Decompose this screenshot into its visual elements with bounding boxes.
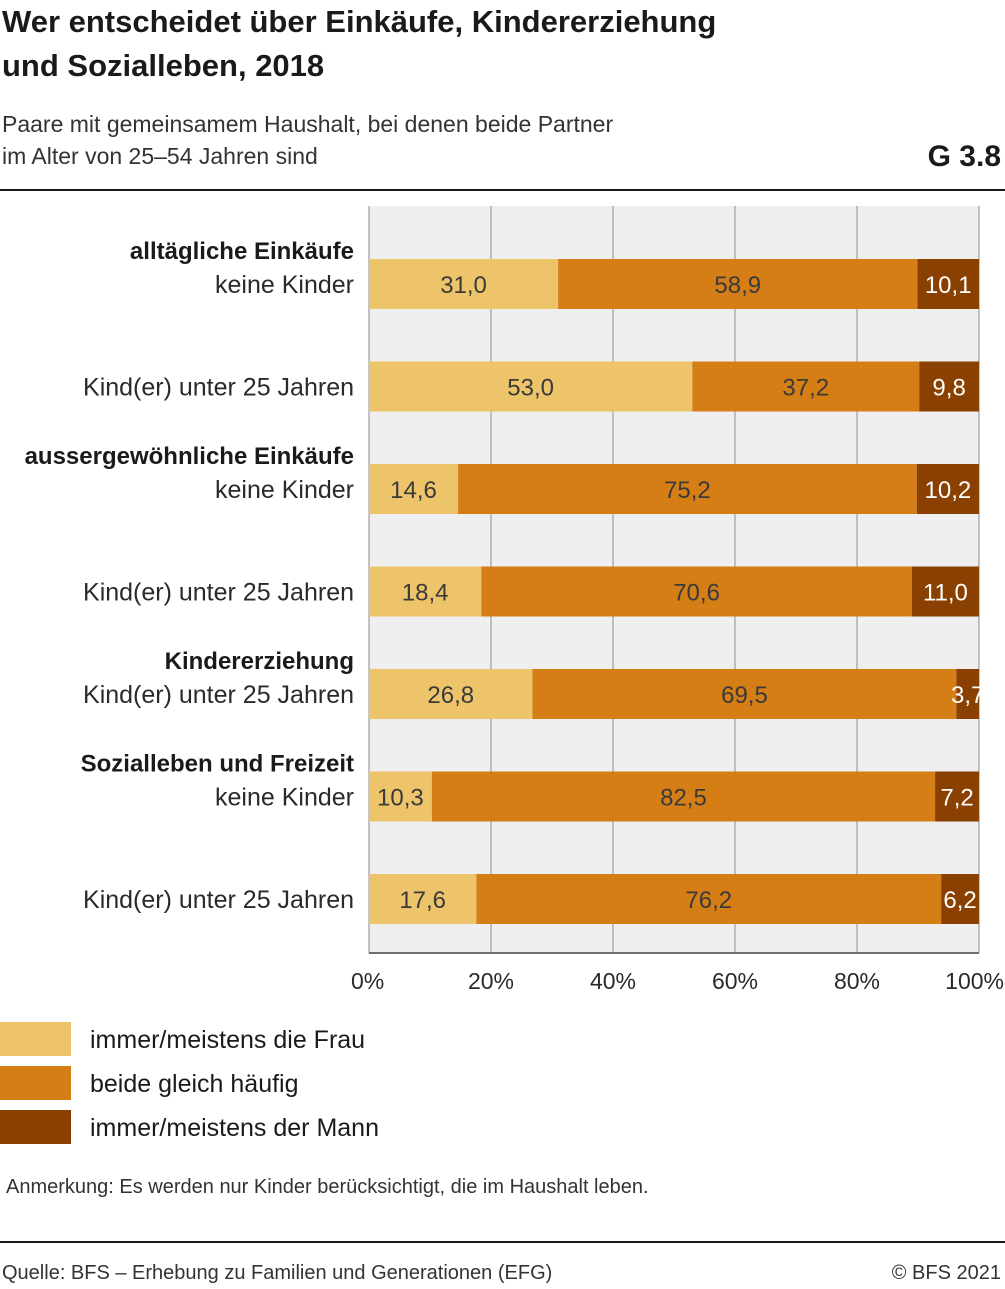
copyright-text: © BFS 2021 [891,1262,1001,1284]
bar-segment [917,259,979,309]
legend-swatch [0,1022,71,1056]
data-label: 75,2 [664,477,711,504]
data-label: 26,8 [427,682,474,709]
bar-segment [458,464,917,514]
bar-segment [941,874,979,924]
bar-segment [532,669,957,719]
chart-title: Wer entscheidet über Einkäufe, Kindererz… [2,0,902,88]
x-tick-label: 80% [834,968,880,994]
category-group-label: aussergewöhnliche Einkäufe [25,443,354,470]
bar-segment [369,771,432,822]
legend-label: beide gleich häufig [90,1070,299,1098]
data-label: 10,2 [925,477,972,504]
data-label: 53,0 [507,375,554,402]
bar-segment [369,874,477,924]
data-label: 58,9 [714,272,761,299]
data-label: 14,6 [390,477,437,504]
data-label: 70,6 [673,580,720,607]
category-label: Kind(er) unter 25 Jahren [83,681,354,709]
subtitle-line-1: Paare mit gemeinsamem Haushalt, bei dene… [2,111,614,137]
bar-segment [369,259,559,309]
source-text: Quelle: BFS – Erhebung zu Familien und G… [2,1262,553,1284]
category-label: Kind(er) unter 25 Jahren [83,579,354,607]
category-label: Kind(er) unter 25 Jahren [83,886,354,914]
category-label: keine Kinder [215,784,354,812]
bar-segment [919,361,979,412]
stacked-bar-chart: 0% 20% 40% 60% 80% 100% alltägliche Einkäufe ke… [25,206,1004,994]
category-label: keine Kinder [215,271,354,299]
bar-segment [369,464,459,514]
x-tick-label: 0% [351,968,384,994]
category-label: keine Kinder [215,476,354,504]
data-label: 3,7 [951,682,984,709]
title-line-1: Wer entscheidet über Einkäufe, Kindererz… [2,4,717,39]
top-divider [0,189,1005,191]
graphic-number: G 3.8 [927,140,1001,173]
data-label: 82,5 [660,785,707,812]
bar-segment [935,771,979,822]
bar-segment [431,771,936,822]
chart-subtitle: Paare mit gemeinsamem Haushalt, bei dene… [2,108,762,172]
bar-segment [476,874,942,924]
footnote: Anmerkung: Es werden nur Kinder berücksi… [6,1176,649,1198]
title-line-2: und Sozialleben, 2018 [2,48,325,83]
bar-segment [369,566,482,617]
bar-segment [481,566,912,617]
bar-segment [916,464,979,514]
legend-swatch [0,1066,71,1100]
bottom-divider [0,1241,1005,1243]
x-tick-label: 20% [468,968,514,994]
bar-segment [692,361,920,412]
subtitle-line-2: im Alter von 25–54 Jahren sind [2,143,318,169]
data-label: 9,8 [932,375,965,402]
x-tick-label: 60% [712,968,758,994]
legend-label: immer/meistens die Frau [90,1026,366,1054]
bar-segment [369,361,693,412]
data-label: 31,0 [440,272,487,299]
legend-label: immer/meistens der Mann [90,1114,379,1142]
bar-segment [369,669,533,719]
category-label: Kind(er) unter 25 Jahren [83,374,354,402]
data-label: 69,5 [721,682,768,709]
data-label: 10,3 [377,785,424,812]
bar-segment [558,259,918,309]
data-label: 10,1 [925,272,972,299]
x-tick-label: 40% [590,968,636,994]
data-label: 7,2 [940,785,973,812]
category-group-label: alltägliche Einkäufe [130,238,354,265]
data-label: 11,0 [923,580,968,607]
data-label: 17,6 [399,887,446,914]
category-group-label: Sozialleben und Freizeit [81,751,354,778]
data-label: 18,4 [402,580,449,607]
x-tick-label: 100% [945,968,1004,994]
bar-segment [911,566,979,617]
category-group-label: Kindererziehung [165,648,354,675]
data-label: 37,2 [782,375,829,402]
bar-segment [956,669,979,719]
data-label: 76,2 [685,887,732,914]
data-label: 6,2 [943,887,976,914]
legend-swatch [0,1110,71,1144]
